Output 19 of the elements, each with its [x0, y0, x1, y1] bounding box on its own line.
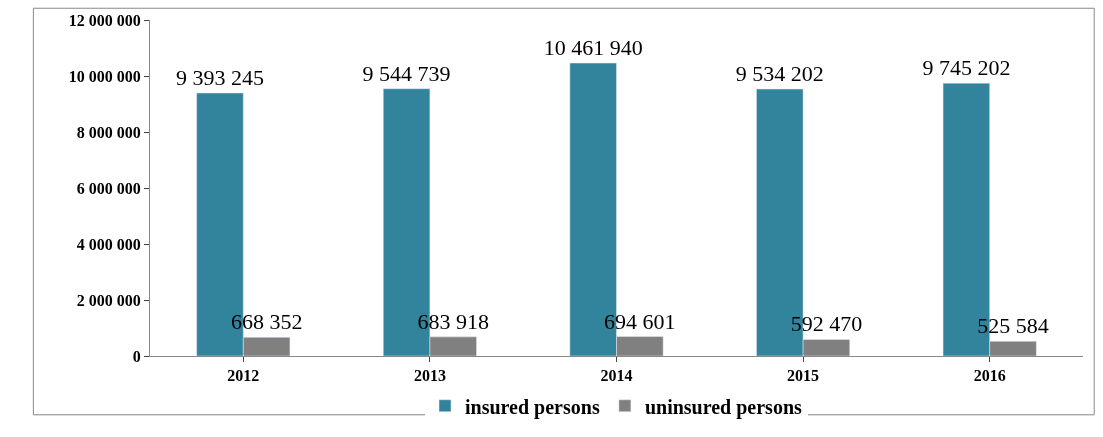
y-tick-label: 8 000 000	[76, 123, 141, 141]
y-tick-label: 2 000 000	[76, 291, 141, 309]
y-tick-label: 12 000 000	[68, 11, 141, 29]
legend-label: uninsured persons	[644, 395, 803, 419]
y-tick-label: 6 000 000	[76, 179, 141, 197]
x-tick-label: 2012	[227, 367, 260, 385]
y-tick-label: 4 000 000	[76, 235, 141, 253]
legend-label: insured persons	[465, 395, 600, 419]
x-tick-label: 2013	[413, 367, 446, 385]
data-label: 9 544 739	[362, 60, 451, 86]
y-tick-label: 10 000 000	[68, 67, 141, 85]
data-label: 10 461 940	[543, 35, 643, 61]
data-label: 9 745 202	[922, 55, 1011, 81]
x-tick-label: 2015	[787, 367, 820, 385]
data-label: 9 534 202	[735, 61, 824, 87]
x-tick-label: 2016	[973, 367, 1006, 385]
data-label: 9 393 245	[175, 64, 264, 90]
y-tick-label: 0	[132, 347, 141, 365]
x-tick-label: 2014	[600, 367, 633, 385]
